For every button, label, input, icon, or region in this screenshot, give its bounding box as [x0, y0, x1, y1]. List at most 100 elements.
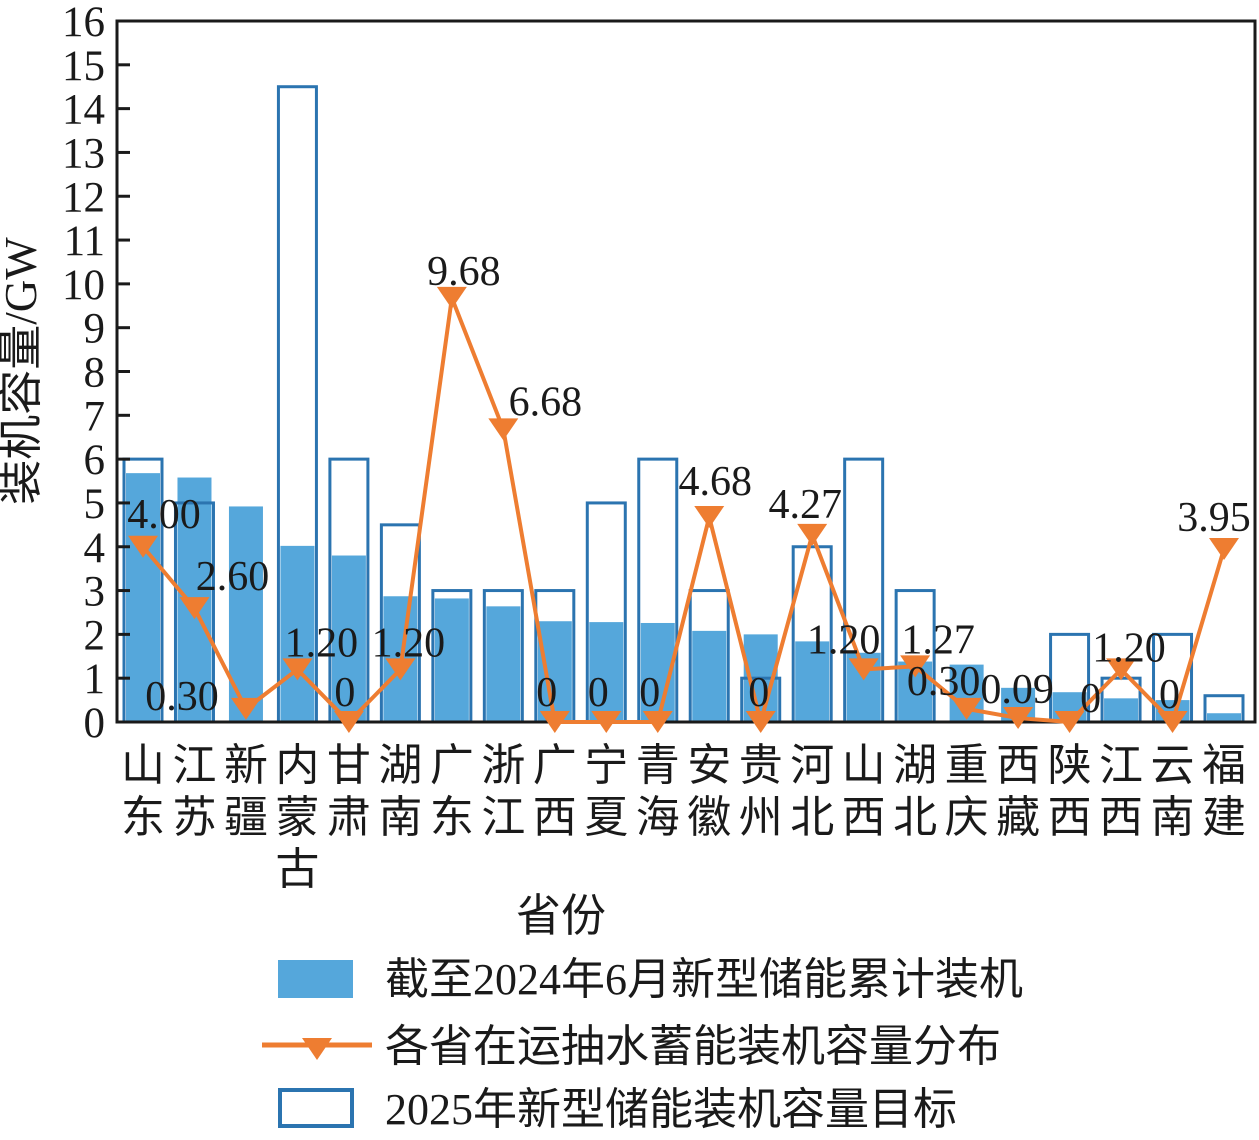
line-marker	[642, 711, 673, 733]
x-category-label: 古	[275, 845, 319, 894]
x-category-label: 藏	[996, 793, 1040, 842]
x-category-label: 夏	[584, 793, 628, 842]
line-value-label: 0.09	[980, 667, 1054, 713]
line-marker	[230, 697, 261, 720]
y-tick-label: 7	[84, 393, 106, 440]
y-tick-label: 1	[84, 656, 106, 703]
bar-current	[1104, 698, 1139, 722]
pumped-storage-line-group	[128, 286, 1239, 733]
bar-current	[589, 622, 624, 722]
line-marker	[1209, 537, 1239, 560]
line-value-label: 0	[639, 670, 660, 716]
y-tick-label: 13	[62, 130, 105, 177]
line-value-label: 0.30	[145, 674, 219, 720]
line-marker	[179, 597, 210, 620]
legend-swatch-target-bar	[278, 1088, 354, 1128]
y-tick-label: 0	[84, 700, 106, 747]
line-value-label: 0	[334, 670, 355, 716]
line-marker	[797, 523, 828, 546]
x-category-labels-group: 山东江苏新疆内蒙古甘肃湖南广东浙江广西宁夏青海安徽贵州河北山西湖北重庆西藏陕西江…	[121, 741, 1246, 894]
x-category-label: 甘	[327, 741, 371, 790]
x-category-label: 西	[1048, 793, 1092, 842]
bar-current	[486, 606, 521, 722]
line-value-label: 1.27	[901, 617, 975, 663]
line-marker	[436, 286, 467, 309]
bar-current	[331, 555, 366, 722]
x-category-label: 海	[636, 793, 680, 842]
line-marker	[900, 655, 931, 678]
legend-triangle-marker-icon	[302, 1038, 332, 1060]
bars-current-group	[126, 473, 1241, 722]
y-tick-label: 15	[62, 43, 105, 90]
line-marker	[848, 658, 879, 681]
bar-current	[692, 630, 727, 722]
x-category-label: 西	[996, 741, 1040, 790]
x-category-label: 徽	[687, 793, 731, 842]
x-category-label: 山	[842, 741, 886, 790]
line-value-label: 4.68	[678, 459, 752, 505]
x-category-label: 青	[636, 741, 680, 790]
y-tick-label: 4	[84, 525, 106, 572]
line-value-label: 1.20	[372, 620, 446, 666]
x-category-label: 福	[1202, 741, 1246, 790]
line-marker	[282, 658, 313, 681]
line-value-label: 4.27	[768, 482, 842, 528]
x-category-label: 湖	[893, 741, 937, 790]
x-category-label: 蒙	[275, 793, 319, 842]
x-category-label: 江	[1099, 741, 1143, 790]
line-marker	[385, 658, 416, 681]
legend-label-target-bar: 2025年新型储能装机容量目标	[385, 1085, 957, 1134]
y-tick-label: 3	[84, 569, 106, 616]
x-category-label: 新	[224, 741, 268, 790]
line-marker	[1157, 711, 1188, 733]
x-category-label: 河	[790, 741, 834, 790]
line-marker	[1054, 711, 1085, 733]
x-category-label: 贵	[739, 741, 783, 790]
x-category-label: 江	[172, 741, 216, 790]
legend-swatch-current-bar	[278, 960, 353, 998]
x-category-label: 湖	[378, 741, 422, 790]
x-axis-title: 省份	[516, 891, 606, 941]
y-tick-label: 11	[64, 218, 105, 265]
line-marker	[1003, 707, 1034, 730]
x-category-label: 南	[378, 793, 422, 842]
line-value-label: 6.68	[509, 379, 583, 425]
line-value-label: 2.60	[196, 554, 270, 600]
line-marker	[591, 711, 622, 733]
line-marker	[951, 697, 982, 720]
bar-current	[795, 641, 830, 722]
line-value-label: 0	[748, 670, 769, 716]
line-marker	[488, 418, 519, 441]
pumped-storage-line	[141, 290, 1226, 730]
line-value-label: 0	[588, 670, 609, 716]
x-category-label: 庆	[945, 793, 989, 842]
x-category-label: 东	[121, 793, 165, 842]
y-tick-label: 10	[62, 262, 105, 309]
line-value-label: 1.20	[285, 620, 359, 666]
line-value-label: 3.95	[1177, 495, 1251, 541]
x-category-label: 南	[1151, 793, 1195, 842]
x-category-label: 西	[1099, 793, 1143, 842]
line-marker	[128, 535, 158, 558]
x-category-label: 江	[481, 793, 525, 842]
y-tick-label: 12	[62, 174, 105, 221]
x-category-label: 肃	[327, 793, 371, 842]
line-value-label: 0	[536, 670, 557, 716]
line-marker	[333, 711, 364, 733]
line-value-label: 0	[1080, 676, 1101, 722]
bar-current	[1207, 713, 1241, 722]
x-category-label: 疆	[224, 793, 268, 842]
line-value-label: 1.20	[1092, 625, 1166, 671]
y-tick-label: 5	[84, 481, 106, 528]
x-category-label: 重	[945, 741, 989, 790]
x-category-label: 建	[1202, 793, 1246, 842]
line-value-label: 0	[1159, 672, 1180, 718]
x-category-label: 浙	[481, 741, 525, 790]
x-category-label: 云	[1151, 741, 1195, 790]
legend-label-pumped-line: 各省在运抽水蓄能装机容量分布	[385, 1022, 1001, 1071]
bar-current	[434, 598, 469, 722]
x-category-label: 北	[790, 793, 834, 842]
x-category-label: 陕	[1048, 741, 1092, 790]
